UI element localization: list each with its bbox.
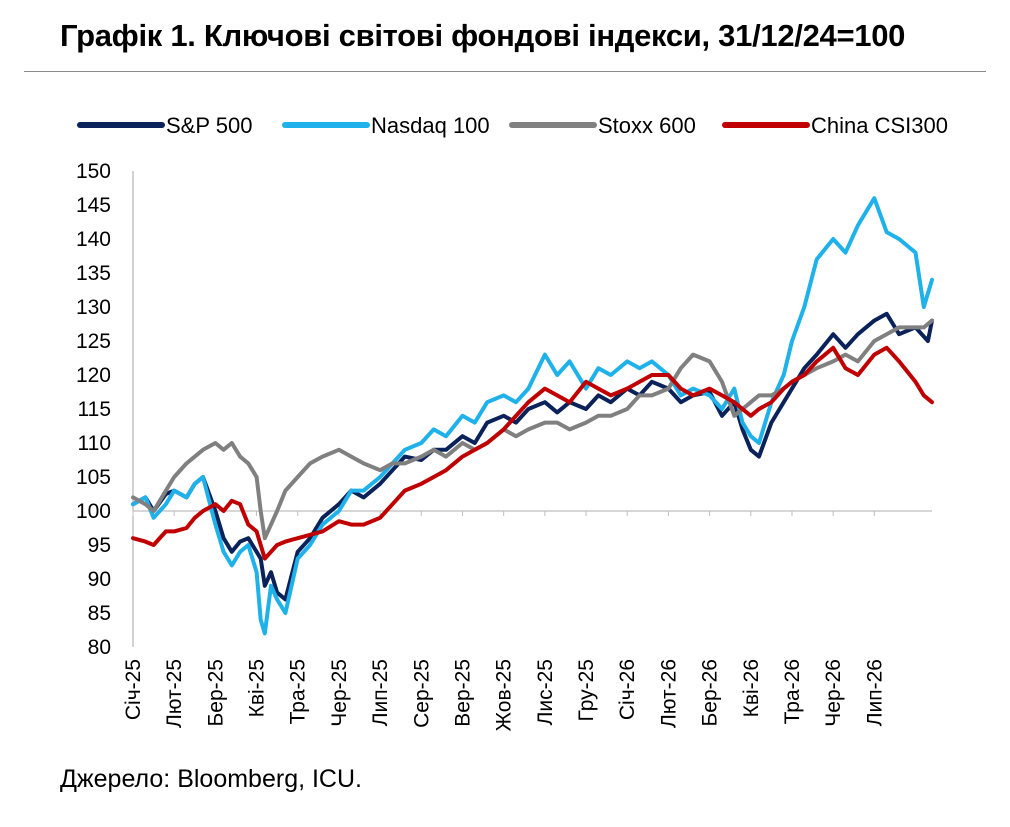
series-line-3 bbox=[131, 345, 934, 561]
x-tick-label: Лип-25 bbox=[369, 659, 392, 726]
y-tick-label: 80 bbox=[88, 636, 111, 659]
y-tick-label: 125 bbox=[76, 330, 111, 353]
y-tick-label: 100 bbox=[76, 500, 111, 523]
x-tick-label: Бер-26 bbox=[699, 659, 722, 727]
y-tick-label: 140 bbox=[76, 228, 111, 251]
legend-label: China CSI300 bbox=[811, 113, 948, 138]
y-tick-label: 120 bbox=[76, 364, 111, 387]
x-tick-label: Жов-25 bbox=[493, 659, 516, 731]
series-line-2 bbox=[131, 318, 934, 541]
x-tick-label: Чер-26 bbox=[822, 659, 845, 727]
y-tick-label: 150 bbox=[76, 160, 111, 183]
y-tick-label: 105 bbox=[76, 466, 111, 489]
y-tick-label: 90 bbox=[88, 568, 111, 591]
x-tick-label: Чер-25 bbox=[328, 659, 351, 727]
series-line-0 bbox=[131, 311, 934, 602]
x-tick-label: Тра-25 bbox=[287, 659, 310, 724]
legend-label: Nasdaq 100 bbox=[371, 113, 490, 138]
x-tick-label: Гру-25 bbox=[575, 659, 598, 722]
y-tick-label: 145 bbox=[76, 194, 111, 217]
series-line-1 bbox=[131, 196, 934, 636]
x-tick-label: Лют-26 bbox=[657, 659, 680, 728]
x-tick-label: Кві-25 bbox=[246, 659, 269, 717]
legend-label: Stoxx 600 bbox=[598, 113, 696, 138]
chart-title: Графік 1. Ключові світові фондові індекс… bbox=[60, 18, 906, 53]
x-tick-label: Лип-26 bbox=[863, 659, 886, 726]
x-tick-label: Лис-25 bbox=[534, 659, 557, 725]
legend-label: S&P 500 bbox=[166, 113, 252, 138]
x-tick-label: Січ-25 bbox=[122, 659, 145, 720]
x-tick-label: Лют-25 bbox=[163, 659, 186, 728]
x-tick-label: Кві-26 bbox=[740, 659, 763, 717]
y-tick-label: 110 bbox=[78, 432, 111, 455]
x-tick-label: Сер-25 bbox=[410, 659, 433, 728]
x-tick-label: Січ-26 bbox=[616, 659, 639, 720]
x-tick-label: Бер-25 bbox=[204, 659, 227, 727]
x-tick-label: Тра-26 bbox=[781, 659, 804, 724]
x-tick-label: Вер-25 bbox=[451, 659, 474, 727]
y-tick-label: 130 bbox=[76, 296, 111, 319]
y-tick-label: 95 bbox=[88, 534, 111, 557]
source-note: Джерело: Bloomberg, ICU. bbox=[60, 765, 362, 793]
y-tick-label: 115 bbox=[78, 398, 111, 421]
title-divider bbox=[24, 71, 986, 72]
y-tick-label: 135 bbox=[76, 262, 111, 285]
y-tick-label: 85 bbox=[88, 602, 111, 625]
